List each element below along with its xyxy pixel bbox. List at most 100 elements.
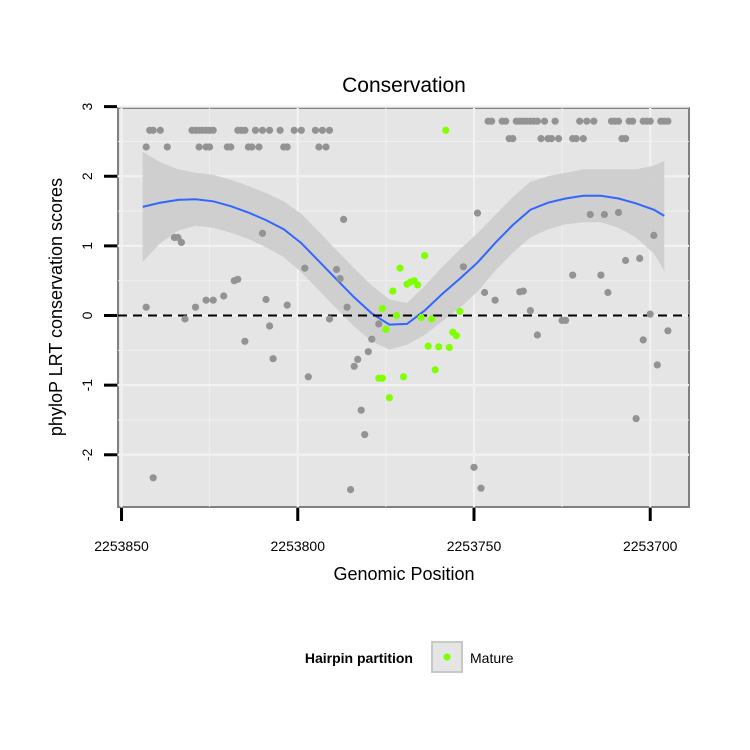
grid-lines <box>118 105 689 507</box>
data-point <box>227 143 235 151</box>
y-tick-label: -1 <box>79 379 95 392</box>
data-point <box>646 117 654 125</box>
data-point <box>156 126 164 134</box>
mature-data-point <box>424 342 432 350</box>
y-tick-label: 1 <box>79 242 95 250</box>
y-tick-label: 2 <box>79 172 95 180</box>
mature-data-point <box>382 325 390 333</box>
mature-data-point <box>456 307 464 315</box>
data-point <box>519 287 527 295</box>
data-point <box>639 336 647 344</box>
data-point <box>209 296 217 304</box>
data-point <box>590 117 598 125</box>
data-point <box>340 215 348 223</box>
data-point <box>459 263 467 271</box>
data-point <box>142 303 150 311</box>
data-point <box>234 275 242 283</box>
mature-data-point <box>431 366 439 374</box>
mature-data-point <box>428 315 436 323</box>
data-point <box>354 355 362 363</box>
data-point <box>600 210 609 219</box>
data-point <box>283 301 291 309</box>
mature-data-point <box>385 394 393 402</box>
mature-data-point <box>389 287 397 295</box>
mature-data-point <box>378 304 386 313</box>
data-points-layer <box>142 117 672 494</box>
data-point <box>509 135 517 143</box>
mature-data-point <box>445 343 453 352</box>
data-point <box>301 264 309 272</box>
smooth-line <box>142 194 665 326</box>
data-point <box>322 143 330 151</box>
data-point <box>614 117 623 125</box>
data-point <box>290 126 298 134</box>
data-point <box>241 337 249 345</box>
data-point <box>551 117 559 125</box>
data-point <box>646 310 654 318</box>
data-point <box>636 254 644 262</box>
data-point <box>533 117 542 125</box>
data-point <box>142 143 150 151</box>
data-point <box>533 331 542 339</box>
mature-data-point <box>399 373 408 381</box>
data-point <box>304 373 312 381</box>
legend-title: Hairpin partition <box>305 650 413 666</box>
data-point <box>266 322 274 330</box>
legend-entry-mature: Mature <box>470 650 514 666</box>
data-point <box>562 316 570 324</box>
data-point <box>473 209 482 217</box>
confidence-band <box>142 151 665 350</box>
y-tick-label: 0 <box>79 311 95 319</box>
y-tick-label: -2 <box>79 448 95 461</box>
mature-data-point <box>435 343 443 351</box>
data-point <box>311 126 319 134</box>
x-axis-label: Genomic Position <box>333 564 474 584</box>
data-point <box>622 256 630 265</box>
data-point <box>650 231 658 239</box>
y-tick-label: 3 <box>79 103 95 111</box>
data-point <box>343 303 351 311</box>
x-tick-label: 2253800 <box>271 538 326 554</box>
mature-data-point <box>392 311 401 320</box>
x-tick-label: 2253700 <box>623 538 678 554</box>
data-point <box>191 303 200 311</box>
data-point <box>653 361 661 369</box>
data-point <box>477 484 485 492</box>
data-point <box>488 117 496 125</box>
data-point <box>297 126 305 134</box>
x-tick-label: 2253850 <box>94 538 149 554</box>
data-point <box>315 143 323 151</box>
data-point <box>368 335 376 343</box>
data-point <box>220 292 228 300</box>
data-point <box>149 474 157 482</box>
data-point <box>195 143 203 151</box>
y-axis-label: phyloP LRT conservation scores <box>46 178 66 436</box>
data-point <box>357 406 365 414</box>
data-point <box>537 135 545 143</box>
data-point <box>481 288 489 297</box>
data-point <box>569 271 577 279</box>
legend: Hairpin partition Mature <box>305 641 514 673</box>
data-point <box>258 126 267 134</box>
data-point <box>163 143 171 151</box>
legend-key-mature-point <box>443 653 451 661</box>
data-point <box>347 486 355 494</box>
data-point <box>576 117 584 125</box>
data-point <box>209 126 217 134</box>
data-point <box>572 135 580 143</box>
data-point <box>269 355 277 363</box>
mature-data-point <box>442 126 450 134</box>
data-point <box>241 126 249 134</box>
data-point <box>181 315 189 323</box>
data-point <box>555 135 563 143</box>
data-point <box>375 320 383 328</box>
data-point <box>350 362 358 370</box>
mature-data-point <box>414 281 422 289</box>
data-point <box>583 117 591 125</box>
data-point <box>266 126 274 134</box>
data-point <box>206 143 214 151</box>
mature-data-point <box>378 374 386 382</box>
data-point <box>258 229 267 237</box>
data-point <box>262 295 270 304</box>
